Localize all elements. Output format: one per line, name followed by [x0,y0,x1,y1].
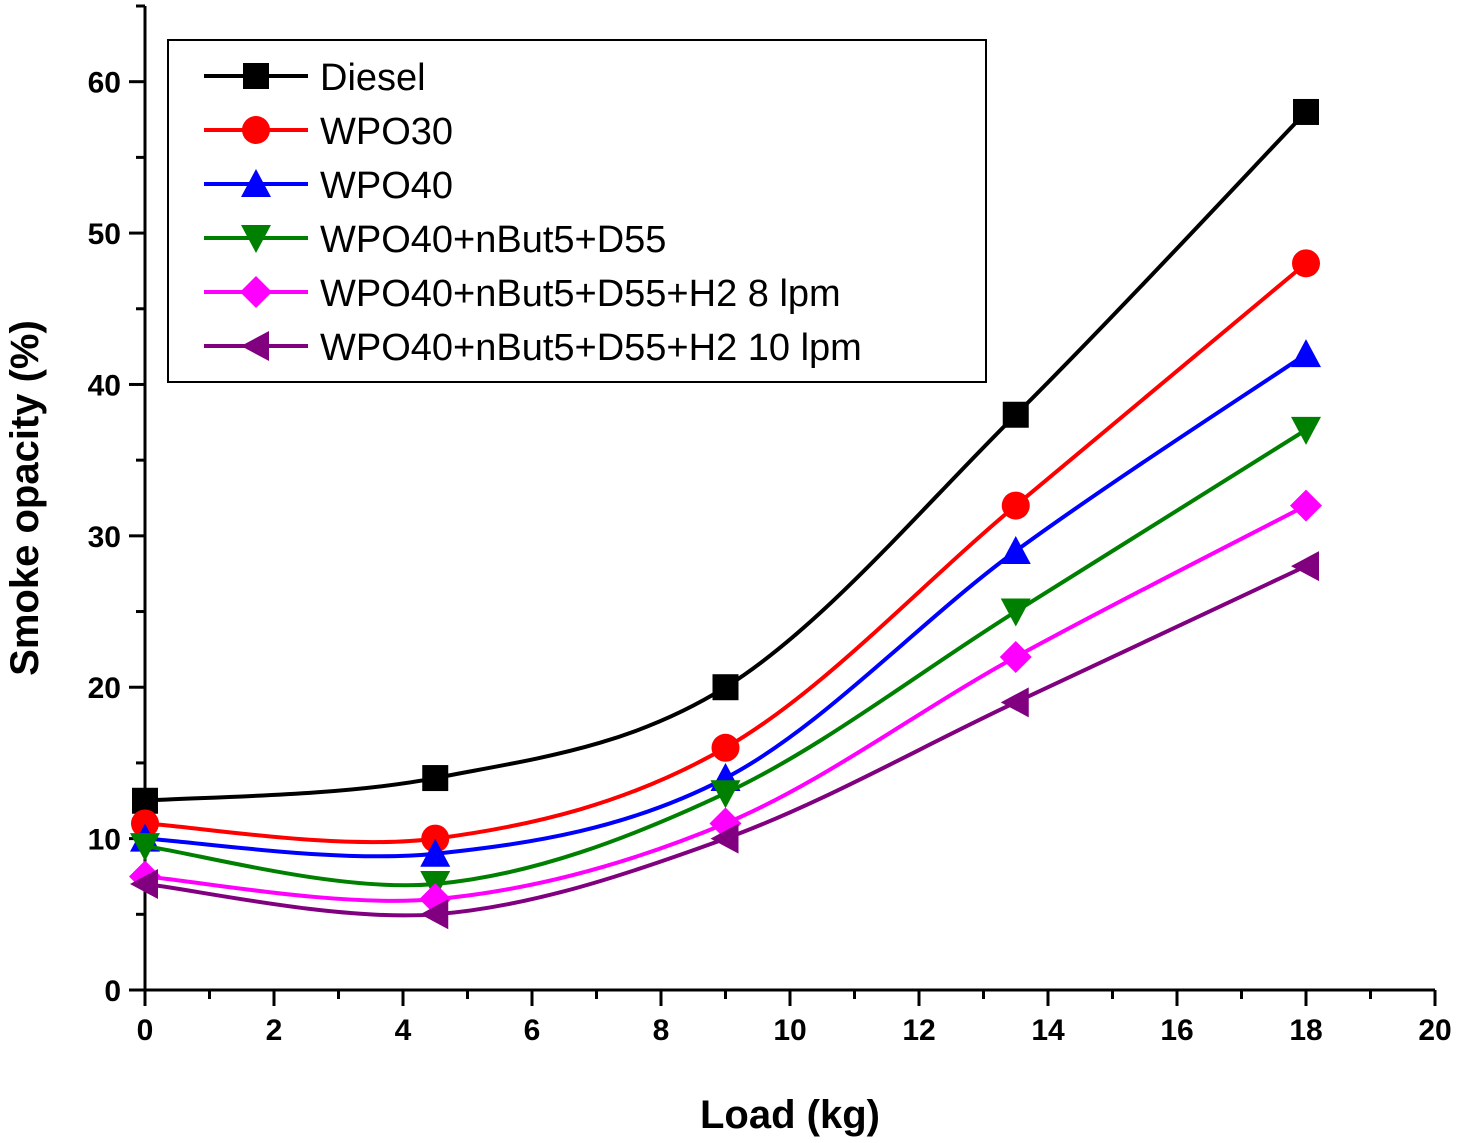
legend-marker [241,169,271,197]
y-tick-label: 10 [88,824,121,857]
legend-marker [241,225,271,253]
series-line [144,352,1308,859]
data-point [999,640,1032,673]
legend-entry: WPO40+nBut5+D55 [204,219,666,261]
x-tick-label: 12 [902,1014,935,1047]
legend-label: WPO40+nBut5+D55 [320,219,666,261]
data-point [422,765,449,792]
axes: 0 2 4 6 8 10 12 14 16 18 20 0 10 20 30 40 50 60 Load (kg) S… [3,4,1452,1137]
data-point [420,838,451,867]
legend-marker [240,276,272,308]
data-point [1001,491,1030,520]
legend-marker [241,331,269,361]
series-0 [132,98,1319,814]
x-tick-label: 16 [1160,1014,1193,1047]
legend-entry: WPO40 [204,165,453,207]
data-point [1291,551,1319,582]
data-point [1291,416,1321,445]
data-point [420,899,449,930]
y-axis-title: Smoke opacity (%) [3,320,47,676]
x-tick-label: 14 [1031,1014,1065,1047]
x-tick-label: 10 [773,1014,806,1047]
legend-label: Diesel [320,57,426,99]
x-tick-label: 0 [137,1014,154,1047]
data-point [1293,98,1319,125]
legend-label: WPO40 [320,165,453,207]
data-point [421,824,450,853]
x-tick-label: 4 [395,1014,412,1047]
x-tick-label: 20 [1418,1014,1451,1047]
plot-area [129,98,1322,930]
x-tick-label: 6 [524,1014,541,1047]
legend-entry: WPO40+nBut5+D55+H2 10 lpm [204,327,862,369]
series-4 [129,489,1322,916]
y-tick-label: 30 [88,521,121,554]
legend-entry: Diesel [204,57,426,99]
legend-entry: WPO40+nBut5+D55+H2 8 lpm [204,273,841,315]
data-point [1000,535,1031,564]
x-axis-title: Load (kg) [700,1093,880,1137]
legend-entry: WPO30 [204,111,453,153]
data-point [712,674,739,701]
series-1 [131,249,1320,853]
legend-marker [243,63,269,89]
series-5 [130,551,1319,930]
data-point [710,823,739,854]
series-line [144,110,1308,803]
legend-marker [242,116,270,144]
legend-label: WPO40+nBut5+D55+H2 10 lpm [320,327,862,369]
data-point [130,833,160,862]
data-point [711,733,740,762]
y-tick-label: 0 [104,975,121,1008]
data-point [131,809,159,838]
data-point [1000,598,1031,627]
series-line [144,261,1308,845]
legend-label: WPO30 [320,111,453,153]
data-point [1000,687,1029,718]
x-tick-label: 8 [653,1014,670,1047]
data-point [1290,489,1322,522]
data-point [1292,249,1320,278]
x-tick-label: 18 [1289,1014,1322,1047]
data-point [710,780,741,809]
y-tick-label: 40 [88,369,121,402]
data-point [130,869,158,900]
legend-label: WPO40+nBut5+D55+H2 8 lpm [320,273,841,315]
x-tick-label: 2 [266,1014,283,1047]
y-tick-label: 60 [88,67,121,100]
legend-box [167,39,987,383]
data-point [132,787,158,814]
data-point [1291,339,1321,368]
data-point [1002,401,1029,428]
legend: Diesel WPO30 WPO40 WPO40+nBut5+D55 WPO40+nBu… [167,39,987,383]
y-tick-label: 20 [88,672,121,705]
y-tick-label: 50 [88,218,121,251]
